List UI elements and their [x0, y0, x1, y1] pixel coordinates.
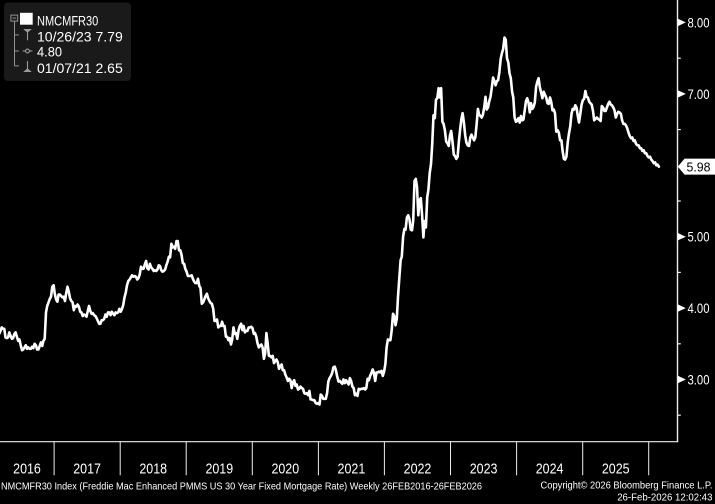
svg-text:4.00: 4.00 [688, 301, 710, 316]
svg-text:Copyright© 2026 Bloomberg Fina: Copyright© 2026 Bloomberg Finance L.P. [541, 480, 713, 491]
svg-text:2025: 2025 [602, 462, 630, 478]
svg-text:7.00: 7.00 [688, 87, 710, 102]
svg-text:2018: 2018 [139, 462, 167, 478]
svg-text:2019: 2019 [205, 462, 233, 478]
svg-text:4.80: 4.80 [37, 45, 62, 60]
svg-text:2024: 2024 [536, 462, 564, 478]
svg-text:2022: 2022 [404, 462, 432, 478]
svg-text:26-Feb-2026 12:02:43: 26-Feb-2026 12:02:43 [617, 492, 713, 503]
svg-text:5.00: 5.00 [688, 230, 710, 245]
svg-text:2021: 2021 [338, 462, 366, 478]
svg-text:10/26/23 7.79: 10/26/23 7.79 [37, 29, 123, 44]
svg-text:01/07/21 2.65: 01/07/21 2.65 [37, 61, 123, 76]
svg-text:NMCMFR30 Index (Freddie Mac En: NMCMFR30 Index (Freddie Mac Enhanced PMM… [1, 482, 482, 493]
svg-text:2017: 2017 [73, 462, 101, 478]
svg-text:3.00: 3.00 [688, 373, 710, 388]
svg-text:2020: 2020 [271, 462, 299, 478]
svg-text:NMCMFR30: NMCMFR30 [37, 14, 99, 29]
svg-text:2016: 2016 [13, 462, 41, 478]
svg-text:5.98: 5.98 [687, 159, 711, 174]
svg-text:8.00: 8.00 [688, 15, 710, 30]
svg-text:2023: 2023 [470, 462, 498, 478]
